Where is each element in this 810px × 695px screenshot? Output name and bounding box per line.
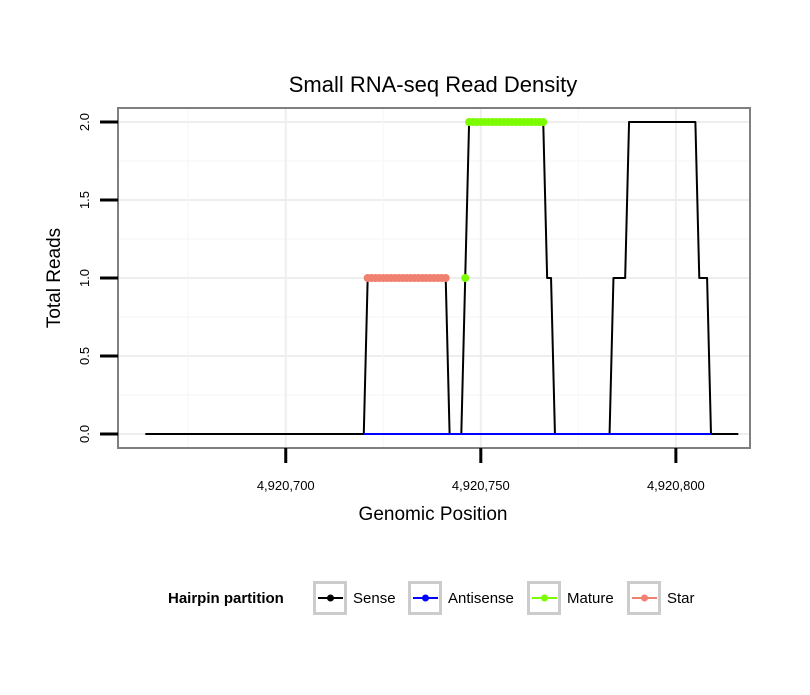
axes: 4,920,700 4,920,750 4,920,800 0.0 0.5 1.0 1.5 2…	[77, 113, 705, 493]
x-tick-label: 4,920,700	[257, 478, 315, 493]
y-axis-title: Total Reads	[44, 228, 65, 328]
y-tick-label: 2.0	[77, 113, 92, 131]
legend-label-antisense: Antisense	[448, 590, 514, 607]
x-tick-label: 4,920,750	[452, 478, 510, 493]
mature-point	[461, 274, 470, 282]
legend-key-point	[641, 594, 648, 602]
y-tick-label: 1.0	[77, 269, 92, 287]
legend-key-point	[541, 594, 548, 602]
y-tick-label: 1.5	[77, 191, 92, 209]
x-tick-label: 4,920,800	[647, 478, 705, 493]
legend-key-point	[422, 594, 429, 602]
y-tick-label: 0.5	[77, 347, 92, 365]
mature-point	[539, 118, 548, 127]
legend-label-sense: Sense	[353, 590, 396, 607]
star-point	[441, 274, 450, 282]
series-layer	[145, 118, 739, 435]
chart-title: Small RNA-seq Read Density	[289, 72, 578, 97]
legend: Hairpin partition Sense Antisense Mature St…	[168, 581, 695, 615]
legend-label-mature: Mature	[567, 590, 614, 607]
legend-title: Hairpin partition	[168, 590, 284, 607]
legend-key-point	[327, 594, 334, 602]
sense-line	[145, 121, 739, 435]
x-axis-title: Genomic Position	[359, 504, 508, 525]
legend-label-star: Star	[667, 590, 695, 607]
y-tick-label: 0.0	[77, 425, 92, 443]
